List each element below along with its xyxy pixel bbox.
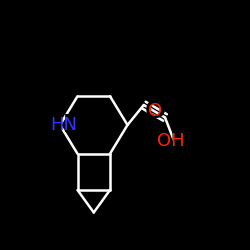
Text: OH: OH [150, 129, 192, 153]
Text: O: O [148, 102, 162, 120]
Text: HN: HN [50, 116, 77, 134]
Text: HN: HN [43, 113, 84, 137]
Text: OH: OH [158, 132, 185, 150]
Text: O: O [144, 99, 166, 123]
